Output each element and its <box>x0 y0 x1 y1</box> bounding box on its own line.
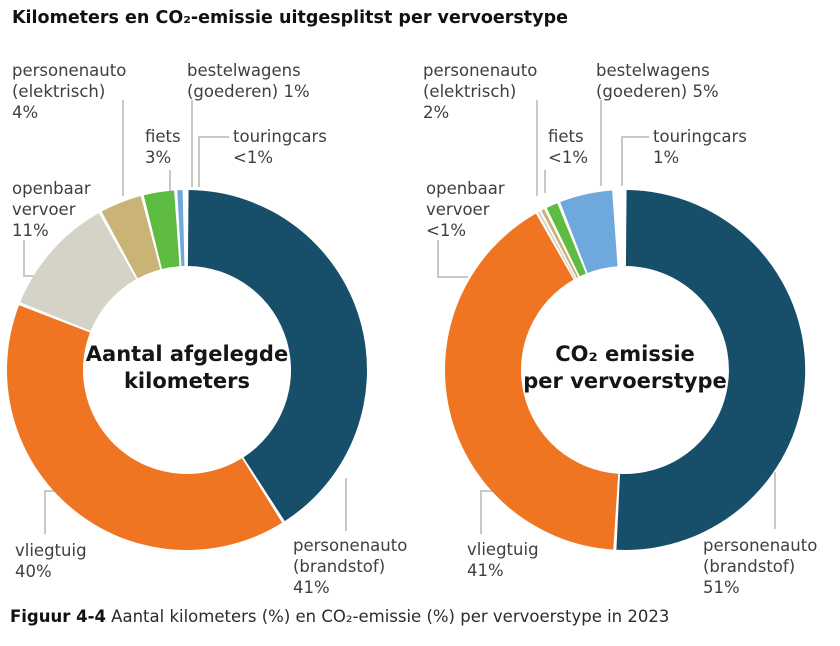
label-co2-touringcars: touringcars 1% <box>653 127 747 167</box>
leader-line <box>621 136 649 186</box>
slice-kilometers-personenauto-elektrisch- <box>101 196 161 279</box>
donut-slices <box>7 190 806 551</box>
slice-co2-emissie-personenauto-elektrisch- <box>541 209 579 278</box>
label-km-touringcars: touringcars <1% <box>233 127 327 167</box>
slice-kilometers-personenauto-brandstof- <box>187 190 367 522</box>
page-title: Kilometers en CO₂-emissie uitgesplitst p… <box>12 8 568 28</box>
label-km-personenauto-brandstof: personenauto (brandstof) 41% <box>293 536 408 597</box>
label-co2-vliegtuig: vliegtuig 41% <box>467 540 539 580</box>
label-km-fiets: fiets 3% <box>145 127 181 167</box>
slice-co2-emissie-bestelwagens-goederen- <box>560 190 618 273</box>
label-co2-personenauto-brandstof: personenauto (brandstof) 51% <box>703 536 818 597</box>
figure-caption-text: Aantal kilometers (%) en CO₂-emissie (%)… <box>105 607 670 626</box>
label-co2-personenauto-elektrisch: personenauto (elektrisch) 2% <box>423 61 538 122</box>
slice-kilometers-openbaar-vervoer <box>20 213 137 331</box>
slice-co2-emissie-personenauto-brandstof- <box>616 190 806 551</box>
slice-kilometers-vliegtuig <box>7 305 283 550</box>
slice-kilometers-fiets <box>143 190 180 270</box>
label-co2-fiets: fiets <1% <box>548 127 589 167</box>
slice-co2-emissie-vliegtuig <box>444 213 619 550</box>
figure-caption-number: Figuur 4-4 <box>10 607 106 626</box>
slice-co2-emissie-openbaar-vervoer <box>537 211 576 279</box>
slice-kilometers-bestelwagens-goederen- <box>177 190 185 267</box>
slice-co2-emissie-fiets <box>546 203 586 277</box>
label-co2-openbaar-vervoer: openbaar vervoer <1% <box>426 179 505 240</box>
leader-line <box>198 136 229 187</box>
slice-kilometers-touringcars <box>184 190 187 267</box>
label-km-vliegtuig: vliegtuig 40% <box>15 541 87 581</box>
label-km-openbaar-vervoer: openbaar vervoer 11% <box>12 179 91 240</box>
leader-line <box>437 240 468 278</box>
label-km-bestelwagens: bestelwagens (goederen) 1% <box>187 61 310 101</box>
label-co2-bestelwagens: bestelwagens (goederen) 5% <box>596 61 719 101</box>
figure-caption: Figuur 4-4 Aantal kilometers (%) en CO₂-… <box>10 607 669 626</box>
label-km-personenauto-elektrisch: personenauto (elektrisch) 4% <box>12 61 127 122</box>
donut-center-title-co2: CO₂ emissie per vervoerstype <box>523 342 727 393</box>
donut-center-title-kilometers: Aantal afgelegde kilometers <box>85 342 289 393</box>
slice-co2-emissie-touringcars <box>615 190 625 267</box>
